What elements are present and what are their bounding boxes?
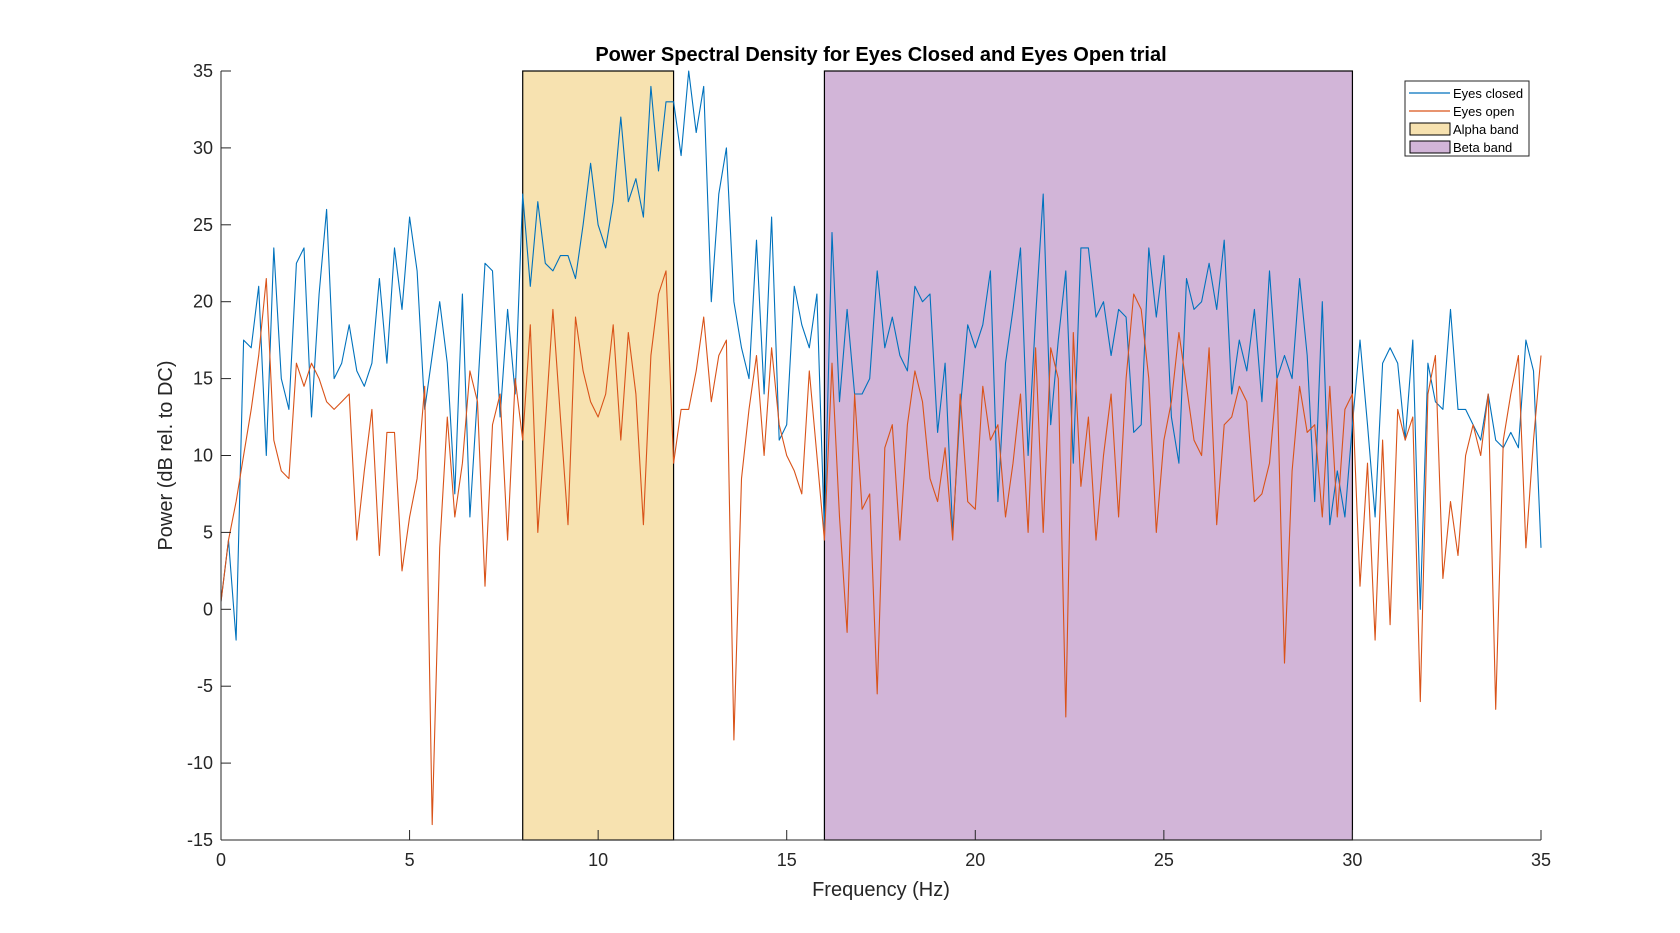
chart-title: Power Spectral Density for Eyes Closed a… [595, 44, 1166, 66]
frequency-bands [522, 70, 1354, 841]
axes: 0 5 10 15 20 25 30 35 -15 -10 -5 0 5 10 15 20 25 30 35 [187, 61, 1551, 870]
legend-swatch-beta-band [1409, 140, 1451, 154]
x-tick-label: 20 [965, 850, 985, 870]
y-tick-label: -15 [187, 830, 213, 850]
series-line-eyes-closed [220, 70, 1542, 641]
y-tick-label: 10 [193, 446, 213, 466]
band-beta-band [823, 70, 1354, 841]
y-tick-label: 0 [203, 599, 213, 619]
legend: Eyes closed Eyes open Alpha band Beta band [1404, 80, 1530, 157]
y-tick-label: -5 [197, 676, 213, 696]
y-tick-label: 25 [193, 215, 213, 235]
y-tick-label: -10 [187, 753, 213, 773]
x-tick-label: 35 [1531, 850, 1551, 870]
y-tick-label: 35 [193, 61, 213, 81]
y-tick-label: 15 [193, 369, 213, 389]
x-axis-label: Frequency (Hz) [812, 879, 950, 901]
legend-label-beta-band: Beta band [1453, 140, 1512, 155]
legend-label-eyes-closed: Eyes closed [1453, 86, 1523, 101]
band-alpha-band [522, 70, 675, 841]
x-tick-label: 15 [777, 850, 797, 870]
legend-label-alpha-band: Alpha band [1453, 122, 1519, 137]
y-tick-label: 30 [193, 138, 213, 158]
x-tick-label: 5 [405, 850, 415, 870]
x-tick-label: 10 [588, 850, 608, 870]
y-tick-label: 20 [193, 292, 213, 312]
x-tick-label: 0 [216, 850, 226, 870]
legend-label-eyes-open: Eyes open [1453, 104, 1514, 119]
x-tick-label: 25 [1154, 850, 1174, 870]
series-line-eyes-open [220, 270, 1542, 826]
y-tick-label: 5 [203, 522, 213, 542]
y-axis-label: Power (dB rel. to DC) [155, 360, 177, 550]
x-tick-label: 30 [1342, 850, 1362, 870]
legend-swatch-alpha-band [1409, 122, 1451, 136]
data-series [220, 70, 1542, 826]
